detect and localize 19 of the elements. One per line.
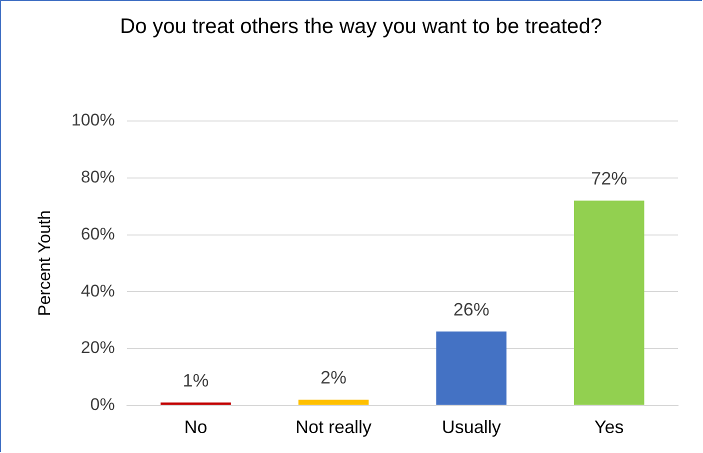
- x-tick-label: Not really: [296, 417, 372, 438]
- bar: [298, 400, 369, 405]
- x-tick-label: Yes: [594, 417, 624, 438]
- y-tick-label: 40%: [80, 281, 115, 300]
- bar: [574, 200, 644, 405]
- y-tick-label: 100%: [71, 110, 115, 130]
- bar: [436, 331, 506, 405]
- y-tick-label: 80%: [80, 168, 115, 187]
- data-label: 26%: [453, 299, 490, 320]
- y-axis-title: Percent Youth: [34, 210, 54, 316]
- x-tick-label: Usually: [442, 417, 501, 438]
- y-tick-label: 0%: [90, 395, 115, 414]
- y-tick-label: 20%: [80, 338, 115, 358]
- chart-title: Do you treat others the way you want to be treated?: [118, 14, 604, 40]
- data-label: 2%: [320, 368, 347, 388]
- y-tick-label: 60%: [80, 224, 115, 244]
- data-label: 1%: [182, 370, 209, 391]
- data-label: 72%: [591, 168, 628, 189]
- x-tick-label: No: [184, 417, 208, 438]
